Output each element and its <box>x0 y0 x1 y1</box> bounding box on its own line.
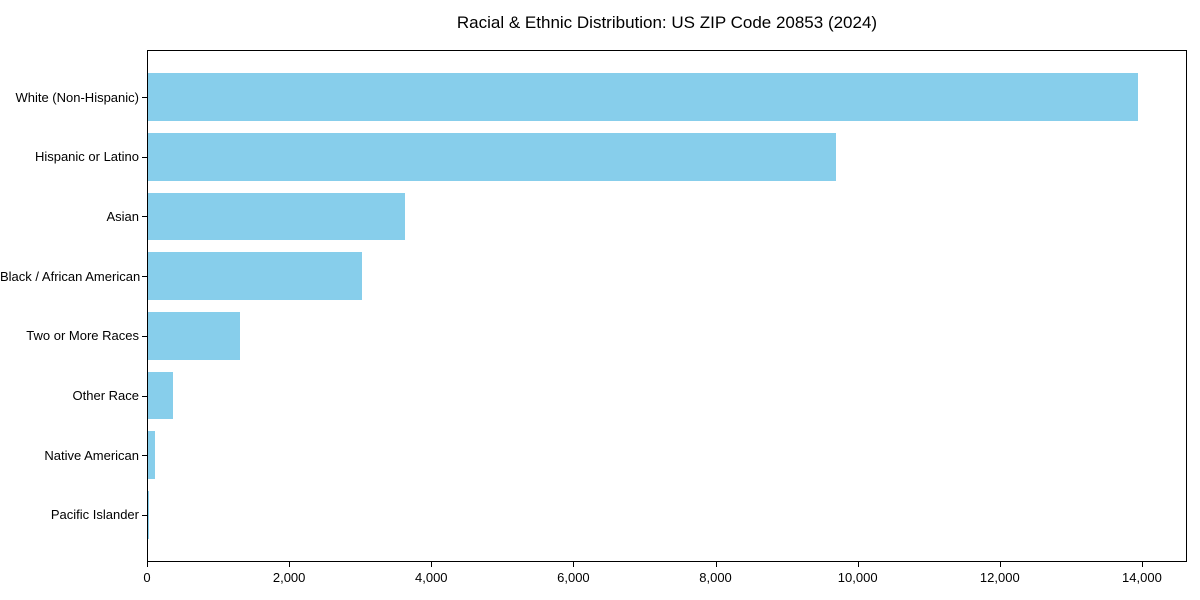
y-tick-label: Black / African American <box>0 268 141 284</box>
bar-pacific-islander <box>148 490 150 539</box>
x-tick-label: 4,000 <box>414 570 448 585</box>
y-tick-label: Asian <box>106 208 139 224</box>
y-tick-mark <box>142 455 147 457</box>
y-tick-mark <box>142 335 147 337</box>
x-tick-mark <box>289 562 291 567</box>
x-tick-mark <box>999 562 1001 567</box>
bar-black-african-american <box>148 252 362 301</box>
y-tick-mark <box>142 156 147 158</box>
bar-other-race <box>148 371 173 420</box>
y-tick-label: Native American <box>44 447 139 463</box>
bar-hispanic-or-latino <box>148 132 836 181</box>
x-tick-mark <box>1141 562 1143 567</box>
x-tick-label: 10,000 <box>837 570 878 585</box>
chart-title: Racial & Ethnic Distribution: US ZIP Cod… <box>456 13 878 32</box>
x-tick-label: 12,000 <box>979 570 1020 585</box>
y-tick-label: Pacific Islander <box>50 507 139 523</box>
x-tick-label: 2,000 <box>272 570 306 585</box>
x-tick-label: 14,000 <box>1122 570 1162 585</box>
bar-white-non-hispanic <box>148 73 1138 121</box>
y-tick-label: Two or More Races <box>26 328 139 344</box>
bar-native-american <box>148 431 156 480</box>
x-tick-mark <box>431 562 433 567</box>
plot-area <box>147 50 1187 562</box>
y-tick-mark <box>142 276 147 278</box>
y-tick-mark <box>142 97 147 99</box>
y-tick-label: Hispanic or Latino <box>34 149 139 165</box>
x-tick-label: 8,000 <box>699 570 732 585</box>
x-tick-label: 6,000 <box>557 570 590 585</box>
y-tick-label: Other Race <box>72 388 139 403</box>
y-tick-mark <box>142 216 147 218</box>
x-tick-mark <box>147 562 148 567</box>
x-tick-label: 0 <box>143 570 151 585</box>
y-tick-mark <box>142 514 147 516</box>
bar-asian <box>148 192 406 241</box>
y-tick-mark <box>142 395 147 397</box>
x-tick-mark <box>857 562 859 567</box>
x-tick-mark <box>573 562 575 567</box>
x-tick-mark <box>715 562 717 567</box>
bar-two-or-more-races <box>148 311 241 360</box>
y-tick-label: White (Non-Hispanic) <box>15 89 139 105</box>
